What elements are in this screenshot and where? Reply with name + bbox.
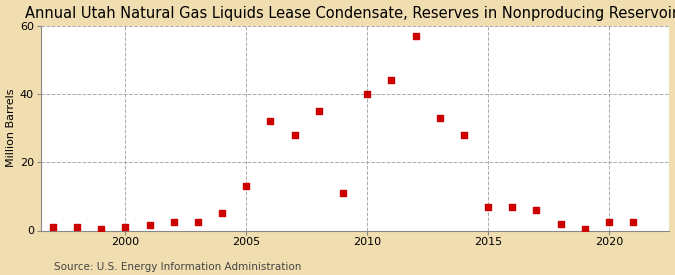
Point <box>410 34 421 38</box>
Point <box>362 92 373 96</box>
Point <box>96 227 107 231</box>
Point <box>483 204 493 209</box>
Point <box>265 119 276 123</box>
Point <box>72 225 82 229</box>
Point <box>628 220 639 224</box>
Point <box>290 133 300 137</box>
Point <box>120 225 131 229</box>
Point <box>556 221 566 226</box>
Y-axis label: Million Barrels: Million Barrels <box>5 89 16 167</box>
Point <box>603 220 614 224</box>
Point <box>458 133 469 137</box>
Point <box>144 223 155 228</box>
Point <box>168 220 179 224</box>
Point <box>217 211 227 216</box>
Text: Source: U.S. Energy Information Administration: Source: U.S. Energy Information Administ… <box>54 262 301 272</box>
Point <box>386 78 397 83</box>
Point <box>338 191 348 195</box>
Point <box>313 109 324 113</box>
Point <box>507 204 518 209</box>
Point <box>531 208 542 212</box>
Point <box>579 227 590 231</box>
Point <box>192 220 203 224</box>
Point <box>434 116 445 120</box>
Point <box>47 225 58 229</box>
Point <box>241 184 252 188</box>
Title: Annual Utah Natural Gas Liquids Lease Condensate, Reserves in Nonproducing Reser: Annual Utah Natural Gas Liquids Lease Co… <box>25 6 675 21</box>
